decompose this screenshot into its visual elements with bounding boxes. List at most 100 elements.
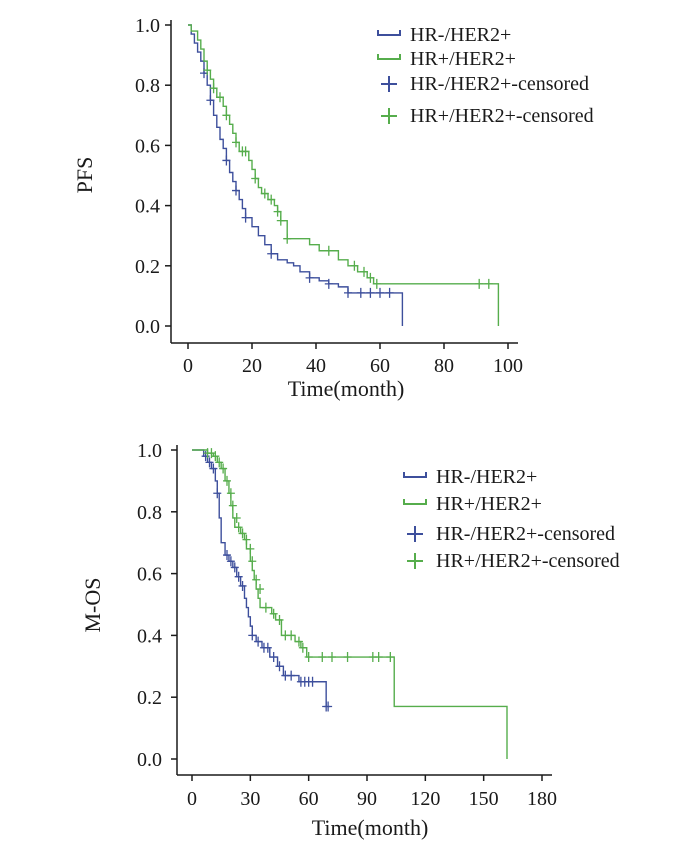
pfs-x-tick-label: 60: [370, 355, 390, 377]
pfs-censor-mark: [216, 92, 224, 103]
pfs-censor-mark: [203, 65, 212, 76]
pfs-censor-mark: [385, 287, 394, 298]
mos-censor-mark: [211, 451, 220, 462]
pfs-censor-mark: [283, 233, 292, 244]
mos-censor-mark: [246, 543, 255, 554]
pfs-legend-label-0: HR-/HER2+: [410, 24, 511, 46]
mos-x-tick-label: 90: [357, 788, 377, 810]
pfs-y-tick-label: 1.0: [135, 15, 160, 37]
pfs-x-tick-label: 20: [242, 355, 262, 377]
mos-x-tick-label: 0: [187, 788, 197, 810]
mos-x-tick-label: 150: [469, 788, 499, 810]
mos-censor-mark: [234, 522, 243, 533]
pfs-censor-mark: [276, 215, 285, 226]
mos-censor-mark: [254, 636, 263, 647]
mos-x-tick-label: 180: [527, 788, 557, 810]
mos-x-tick-label: 120: [410, 788, 440, 810]
pfs-censor-mark: [232, 185, 240, 196]
mos-legend-swatch-1: [403, 499, 427, 505]
pfs-y-tick-label: 0.6: [135, 135, 160, 157]
mos-legend-swatch-0: [403, 472, 427, 478]
pfs-censor-mark: [366, 272, 375, 283]
pfs-censor-mark: [360, 266, 368, 277]
pfs-censor-mark: [267, 248, 276, 259]
pfs-censor-mark: [305, 272, 314, 283]
mos-legend-label-0: HR-/HER2+: [436, 466, 537, 488]
mos-censor-mark: [287, 630, 296, 641]
mos-censor-mark: [343, 652, 352, 663]
pfs-series-hr-neg: [188, 24, 404, 326]
mos-survival-curve: [192, 449, 327, 707]
mos-censor-mark: [298, 642, 307, 653]
mos-censor-mark: [304, 652, 313, 663]
pfs-censor-mark: [232, 137, 240, 148]
mos-censor-mark: [261, 602, 270, 613]
mos-chart: M-OS Time(month) HR-/HER2+ HR+/HER2+ HR-…: [80, 440, 620, 840]
mos-censor-mark: [318, 652, 327, 663]
pfs-x-axis-title: Time(month): [288, 376, 405, 401]
mos-censor-mark: [242, 534, 251, 545]
mos-x-axis-title: Time(month): [312, 815, 429, 840]
mos-y-tick-label: 0.2: [137, 687, 162, 709]
pfs-y-tick-label: 0.8: [135, 75, 160, 97]
pfs-censor-mark: [267, 194, 276, 205]
mos-censor-mark: [308, 676, 317, 687]
mos-censor-mark: [215, 457, 224, 468]
mos-censor-mark: [223, 475, 231, 486]
mos-censor-mark: [230, 562, 239, 573]
mos-censor-mark: [324, 701, 333, 712]
mos-censor-mark: [252, 574, 261, 585]
mos-y-tick-label: 1.0: [137, 440, 162, 462]
mos-censor-mark: [256, 584, 265, 595]
pfs-censor-mark: [260, 188, 269, 199]
pfs-series-hr-pos: [188, 24, 500, 326]
mos-x-tick-label: 60: [299, 788, 319, 810]
pfs-y-tick-label: 0.4: [135, 196, 160, 218]
pfs-censor-mark: [376, 287, 384, 298]
pfs-censor-mark: [241, 146, 250, 157]
mos-censor-mark: [248, 630, 257, 641]
pfs-censor-mark: [209, 83, 218, 94]
pfs-censor-mark: [241, 212, 250, 223]
mos-censor-mark: [228, 500, 237, 511]
pfs-legend-swatch-1: [377, 54, 401, 60]
mos-censor-mark: [238, 580, 247, 591]
pfs-censor-mark: [356, 287, 365, 298]
pfs-x-tick-label: 80: [434, 355, 454, 377]
mos-censor-mark: [328, 652, 336, 663]
mos-censor-mark: [226, 488, 235, 499]
mos-axes: 0.0 0.2 0.4 0.6 0.8 1.0 0 30 60 90 120 150 180: [137, 440, 557, 810]
mos-censor-mark: [205, 457, 214, 468]
mos-y-tick-label: 0.6: [137, 564, 162, 586]
pfs-censor-mark: [222, 110, 231, 121]
mos-censor-mark: [287, 670, 296, 681]
pfs-censor-mark: [475, 278, 484, 289]
pfs-censor-mark: [251, 173, 260, 184]
pfs-survival-curve: [188, 24, 500, 326]
pfs-censor-mark: [344, 287, 352, 298]
mos-censor-mark: [238, 528, 247, 539]
pfs-censor-mark: [324, 245, 333, 256]
pfs-y-tick-label: 0.0: [135, 316, 160, 338]
mos-censor-mark: [226, 556, 235, 567]
mos-censor-mark: [386, 652, 395, 663]
pfs-censor-mark: [206, 95, 215, 106]
mos-censor-mark: [275, 661, 284, 672]
mos-x-tick-label: 30: [240, 788, 260, 810]
pfs-y-tick-label: 0.2: [135, 256, 160, 278]
pfs-x-tick-label: 100: [493, 355, 523, 377]
mos-censor-mark: [269, 652, 278, 663]
pfs-y-axis-title: PFS: [72, 157, 97, 194]
pfs-legend-label-2: HR-/HER2+-censored: [410, 73, 589, 95]
pfs-legend-label-1: HR+/HER2+: [410, 48, 516, 70]
mos-legend-label-3: HR+/HER2+-censored: [436, 550, 620, 572]
mos-legend-swatch-3: [407, 553, 423, 569]
pfs-chart: PFS Time(month) HR-/HER2+ HR+/HER2+ HR-/…: [72, 15, 594, 401]
mos-censor-mark: [232, 512, 241, 523]
mos-y-axis-title: M-OS: [80, 577, 105, 632]
mos-censor-mark: [269, 608, 278, 619]
mos-censor-mark: [263, 642, 272, 653]
mos-series-hr-neg: [192, 449, 333, 712]
mos-series-hr-pos: [192, 448, 508, 759]
